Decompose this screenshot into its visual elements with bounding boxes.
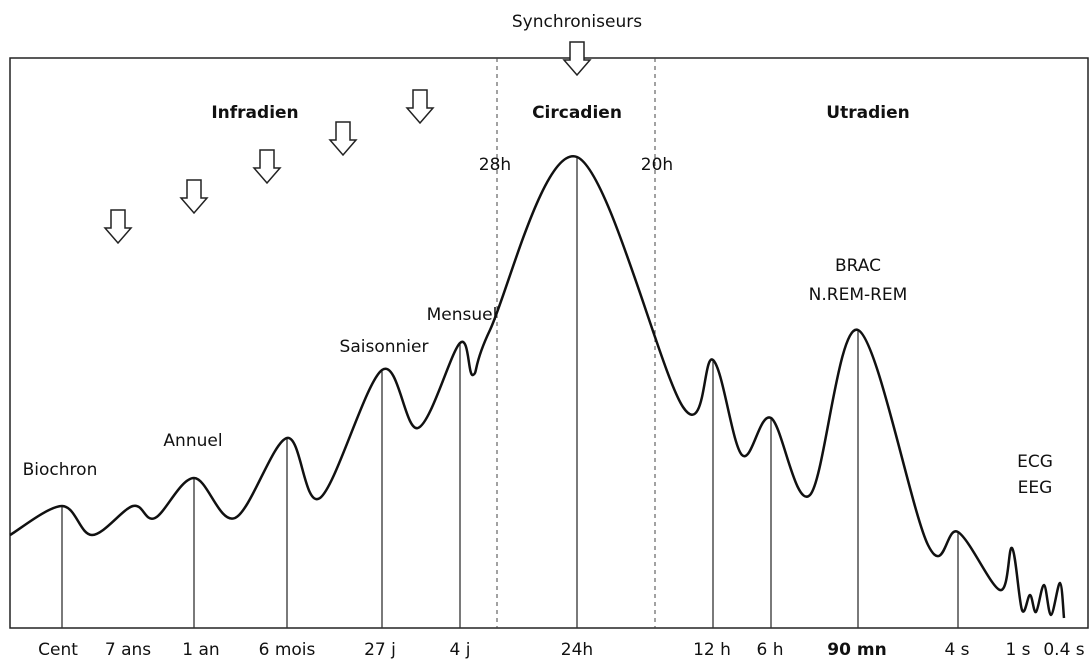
bound-label: 28h (479, 155, 511, 175)
section-label: Utradien (826, 103, 909, 123)
peak-lines (61, 157, 959, 628)
peak-label: N.REM-REM (809, 285, 908, 305)
arrow (103, 209, 133, 245)
period-label: 0.4 s (1043, 640, 1084, 660)
arrow (252, 149, 282, 185)
period-label: 27 j (364, 640, 396, 660)
arrow (562, 41, 592, 77)
bound-label: 20h (641, 155, 673, 175)
arrow (179, 179, 209, 215)
peak-label: ECG (1017, 452, 1053, 472)
period-label: 12 h (693, 640, 731, 660)
period-label: 1 s (1005, 640, 1030, 660)
period-label: 24h (561, 640, 593, 660)
arrow (405, 89, 435, 125)
period-label: 1 an (182, 640, 219, 660)
peak-label: BRAC (835, 256, 881, 276)
period-label: 90 mn (827, 640, 886, 660)
period-labels: Cent 7 ans 1 an 6 mois 27 j 4 j 24h 12 h 6 h 90 m… (38, 640, 1085, 660)
arrows (103, 41, 592, 245)
arrow (328, 121, 358, 157)
period-label: 4 s (944, 640, 969, 660)
period-label: 4 j (450, 640, 471, 660)
peak-label: Biochron (23, 460, 98, 480)
peak-label: Annuel (163, 431, 222, 451)
period-label: 6 mois (259, 640, 316, 660)
peak-label: Mensuel (427, 305, 498, 325)
peak-label: Saisonnier (340, 337, 429, 357)
spectrum-curve (9, 155, 1066, 619)
peak-label: EEG (1018, 478, 1053, 498)
section-label: Circadien (532, 103, 622, 123)
period-label: 7 ans (105, 640, 151, 660)
section-label: Infradien (211, 103, 298, 123)
period-label: Cent (38, 640, 78, 660)
period-label: 6 h (757, 640, 784, 660)
frame (9, 57, 1089, 629)
title: Synchroniseurs (512, 12, 642, 32)
